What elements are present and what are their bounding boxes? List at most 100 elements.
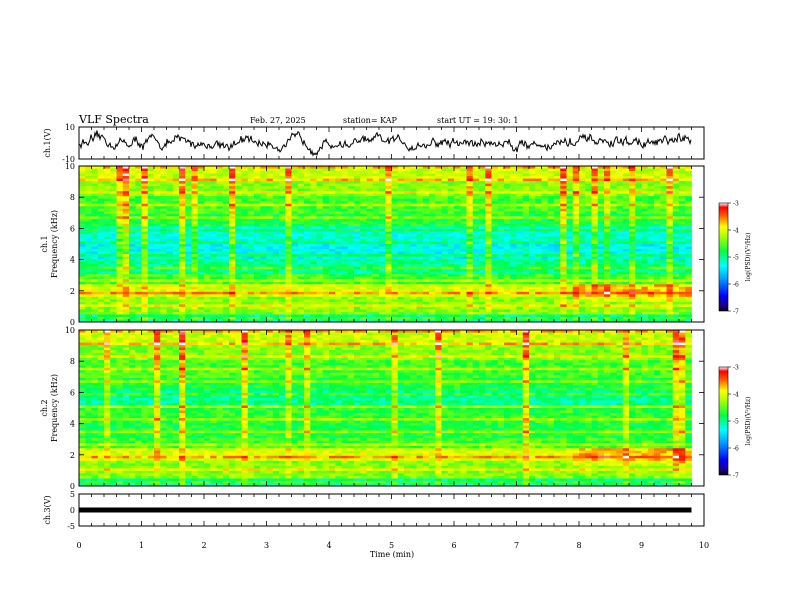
spectrogram-cell bbox=[372, 221, 380, 225]
spectrogram-cell bbox=[391, 178, 399, 182]
spectrogram-cell bbox=[79, 193, 86, 197]
spectrogram-cell bbox=[491, 216, 499, 220]
spectrogram-cell bbox=[522, 181, 530, 185]
spectrogram-cell bbox=[391, 203, 399, 207]
spectrogram-cell bbox=[304, 228, 311, 232]
spectrogram-cell bbox=[329, 213, 336, 217]
spectrogram-cell bbox=[272, 201, 280, 205]
spectrogram-cell bbox=[541, 218, 549, 222]
spectrogram-cell bbox=[297, 251, 305, 255]
spectrogram-cell bbox=[422, 274, 430, 278]
spectrogram-cell bbox=[360, 171, 367, 174]
spectrogram-cell bbox=[416, 284, 424, 288]
spectrogram-cell bbox=[322, 289, 330, 293]
spectrogram-cell bbox=[404, 191, 411, 195]
spectrogram-cell bbox=[516, 271, 524, 275]
spectrogram-cell bbox=[510, 186, 517, 190]
spectrogram-cell bbox=[166, 289, 174, 293]
spectrogram-cell bbox=[85, 208, 92, 212]
spectrogram-cell bbox=[235, 168, 242, 172]
spectrogram-cell bbox=[135, 221, 142, 225]
spectrogram-cell bbox=[497, 166, 505, 169]
spectrogram-cell bbox=[666, 238, 674, 242]
spectrogram-cell bbox=[491, 221, 499, 225]
spectrogram-cell bbox=[372, 249, 380, 252]
spectrogram-cell bbox=[579, 231, 586, 235]
spectrogram-cell bbox=[447, 181, 455, 185]
spectrogram-cell bbox=[360, 284, 367, 288]
spectrogram-cell bbox=[522, 246, 530, 250]
spectrogram-cell bbox=[479, 289, 486, 293]
spectrogram-cell bbox=[622, 168, 630, 172]
spectrogram-cell bbox=[254, 188, 261, 192]
spectrogram-cell bbox=[160, 274, 167, 278]
spectrogram-cell bbox=[241, 274, 249, 278]
spectrogram-cell bbox=[685, 166, 692, 169]
spectrogram-cell bbox=[566, 261, 574, 265]
spectrogram-cell bbox=[672, 249, 680, 252]
spectrogram-cell bbox=[504, 223, 511, 227]
spectrogram-cell bbox=[204, 286, 211, 290]
spectrogram-cell bbox=[147, 228, 155, 232]
spectrogram-cell bbox=[616, 249, 624, 252]
spectrogram-cell bbox=[622, 256, 630, 260]
spectrogram-cell bbox=[216, 279, 224, 283]
spectrogram-cell bbox=[516, 223, 524, 227]
spectrogram-cell bbox=[604, 211, 611, 215]
spectrogram-cell bbox=[172, 256, 180, 260]
spectrogram-cell bbox=[547, 183, 555, 187]
spectrogram-cell bbox=[79, 254, 86, 257]
spectrogram-cell bbox=[91, 228, 99, 232]
spectrogram-cell bbox=[291, 166, 299, 169]
spectrogram-cell bbox=[379, 238, 386, 242]
spectrogram-cell bbox=[441, 191, 449, 195]
spectrogram-cell bbox=[285, 276, 292, 280]
spectrogram-cell bbox=[185, 221, 192, 225]
spectrogram-cell bbox=[372, 246, 380, 250]
spectrogram-cell bbox=[104, 186, 111, 190]
spectrogram-cell bbox=[285, 266, 292, 270]
spectrogram-cell bbox=[579, 196, 586, 200]
spectrogram-cell bbox=[547, 193, 555, 197]
spectrogram-cell bbox=[297, 191, 305, 195]
spectrogram-cell bbox=[347, 274, 355, 278]
spectrogram-cell bbox=[635, 279, 642, 283]
spectrogram-cell bbox=[235, 281, 242, 285]
spectrogram-cell bbox=[366, 233, 374, 237]
spectrogram-cell bbox=[272, 238, 280, 242]
spectrogram-cell bbox=[504, 269, 511, 273]
spectrogram-cell bbox=[454, 238, 461, 242]
spectrogram-cell bbox=[422, 244, 430, 247]
spectrogram-cell bbox=[241, 201, 249, 205]
spectrogram-cell bbox=[460, 211, 467, 215]
spectrogram-cell bbox=[647, 168, 655, 172]
spectrogram-cell bbox=[679, 289, 686, 293]
spectrogram-cell bbox=[491, 254, 499, 257]
spectrogram-cell bbox=[529, 233, 536, 237]
spectrogram-cell bbox=[416, 201, 424, 205]
spectrogram-cell bbox=[435, 246, 442, 250]
spectrogram-cell bbox=[666, 193, 674, 197]
spectrogram-cell bbox=[322, 286, 330, 290]
spectrogram-cell bbox=[572, 226, 580, 230]
spectrogram-cell bbox=[441, 223, 449, 227]
spectrogram-cell bbox=[116, 259, 124, 263]
spectrogram-cell bbox=[604, 218, 611, 222]
spectrogram-cell bbox=[454, 178, 461, 182]
spectrogram-cell bbox=[179, 271, 186, 275]
spectrogram-cell bbox=[491, 279, 499, 283]
spectrogram-cell bbox=[272, 236, 280, 240]
spectrogram-cell bbox=[454, 191, 461, 195]
spectrogram-cell bbox=[560, 244, 567, 247]
spectrogram-cell bbox=[522, 254, 530, 257]
spectrogram-cell bbox=[366, 221, 374, 225]
spectrogram-cell bbox=[229, 254, 236, 257]
spectrogram-cell bbox=[441, 181, 449, 185]
spectrogram-cell bbox=[229, 291, 236, 295]
spectrogram-cell bbox=[541, 236, 549, 240]
spectrogram-cell bbox=[379, 274, 386, 278]
spectrogram-cell bbox=[272, 271, 280, 275]
spectrogram-cell bbox=[435, 191, 442, 195]
spectrogram-cell bbox=[422, 223, 430, 227]
spectrogram-cell bbox=[622, 188, 630, 192]
